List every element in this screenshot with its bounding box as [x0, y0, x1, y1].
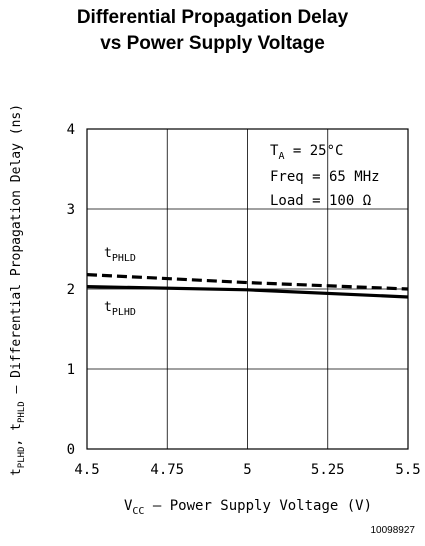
x-tick-label: 4.75 — [150, 462, 184, 478]
x-tick-label: 5 — [243, 462, 251, 478]
series-line-plhd — [86, 285, 409, 299]
x-tick-label: 4.5 — [74, 462, 99, 478]
series-layer — [86, 273, 409, 299]
x-tick-label: 5.5 — [395, 462, 420, 478]
series-line-phld — [86, 273, 409, 291]
chart-title-line-2: vs Power Supply Voltage — [100, 33, 325, 54]
y-tick-label: 2 — [67, 282, 75, 298]
annotation-temperature: TA = 25°C — [270, 143, 343, 162]
y-tick-label: 4 — [67, 122, 75, 138]
tick-labels: 4.5 4.75 5 5.25 5.5 0 1 2 3 4 — [67, 122, 421, 478]
y-tick-label: 0 — [67, 442, 75, 458]
series-label-tplhd: tPLHD — [104, 300, 136, 318]
y-tick-label: 1 — [67, 362, 75, 378]
annotation-load: Load = 100 Ω — [270, 193, 371, 209]
y-tick-label: 3 — [67, 202, 75, 218]
chart-title-line-1: Differential Propagation Delay — [76, 7, 349, 28]
x-tick-label: 5.25 — [311, 462, 345, 478]
figure-id: 10098927 — [370, 525, 416, 536]
annotation-frequency: Freq = 65 MHz — [270, 169, 380, 185]
x-axis-label: VCC – Power Supply Voltage (V) — [124, 498, 372, 517]
y-axis-label: tPLHD, tPHLD – Differential Propagation … — [9, 104, 27, 476]
series-label-tphld: tPHLD — [104, 246, 136, 264]
